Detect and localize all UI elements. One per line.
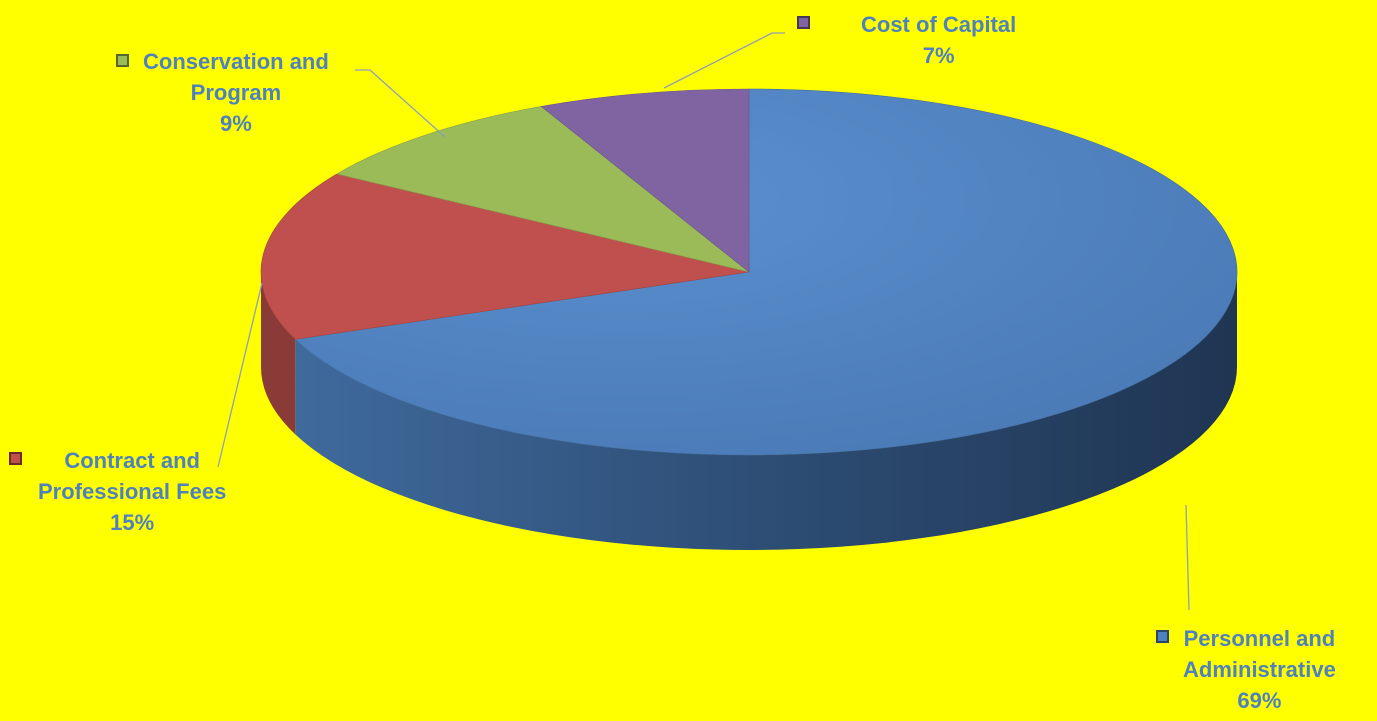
slice-percent-conservation: 9% [220, 111, 252, 136]
slice-label-personnel: Personnel and Administrative 69% [1183, 623, 1336, 716]
slice-percent-personnel: 69% [1237, 688, 1282, 713]
slice-label-cost-of-capital: Cost of Capital 7% [861, 9, 1016, 71]
slice-label-conservation-line1: Conservation and [143, 49, 329, 74]
pie-slice-cost-of-capital [540, 88, 750, 273]
slice-percent-contract: 15% [110, 510, 155, 535]
slice-label-conservation-line2: Program [190, 80, 282, 105]
pie-slice-conservation [336, 106, 750, 273]
leader-line-conservation [355, 69, 446, 138]
slice-label-contract: Contract and Professional Fees 15% [38, 445, 226, 538]
slice-label-personnel-line1: Personnel and [1183, 626, 1336, 651]
pie-slice-personnel [294, 88, 1238, 456]
leader-line-contract [217, 282, 263, 468]
slice-label-contract-line2: Professional Fees [38, 479, 227, 504]
leader-line-personnel [1185, 504, 1190, 611]
leader-line-cost-of-capital [663, 32, 785, 89]
pie-side-personnel [295, 272, 1238, 550]
pie-side-contract [261, 272, 296, 435]
slice-label-contract-line1: Contract and [64, 448, 200, 473]
legend-swatch-conservation [116, 54, 129, 67]
slice-label-personnel-line2: Administrative [1183, 657, 1336, 682]
slice-percent-cost-of-capital: 7% [922, 43, 955, 68]
legend-swatch-cost-of-capital [797, 16, 810, 29]
legend-swatch-contract [9, 452, 22, 465]
pie-slice-contract [260, 173, 750, 340]
legend-swatch-personnel [1156, 630, 1169, 643]
slice-label-conservation: Conservation and Program 9% [143, 46, 329, 139]
slice-label-cost-of-capital-line1: Cost of Capital [861, 12, 1017, 37]
